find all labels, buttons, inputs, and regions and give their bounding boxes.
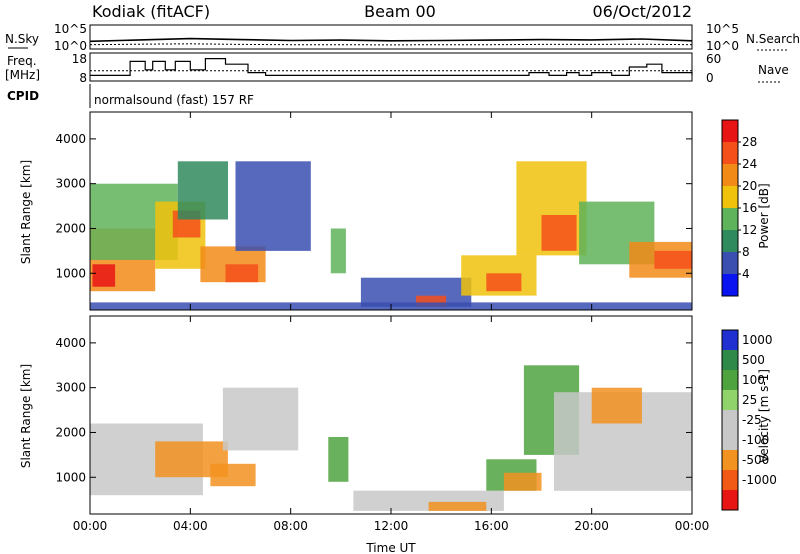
colorbar-tick-label: -1000 (742, 473, 777, 487)
colorbar-segment (722, 370, 738, 390)
heatmap-region (92, 264, 116, 287)
y-tick-label: 1000 (55, 470, 86, 484)
colorbar-tick-label: 12 (742, 223, 757, 237)
velocity-colorbar-label: Velocity [m s-1] (757, 369, 771, 463)
colorbar-segment (722, 330, 738, 350)
freq-tick-top: 18 (72, 52, 87, 66)
noise-panel: N.Sky 10^5 10^0 10^5 10^0 N.Search (5, 22, 800, 53)
heatmap-region (225, 264, 259, 283)
heatmap-region (330, 228, 346, 274)
colorbar-tick-label: 500 (742, 353, 765, 367)
heatmap-region (416, 295, 447, 307)
x-tick-label: 00:00 (675, 519, 710, 533)
station-title: Kodiak (fitACF) (92, 2, 210, 21)
heatmap-region (541, 215, 577, 251)
power-colorbar-label: Power [dB] (757, 183, 771, 248)
nave-label: Nave (758, 63, 789, 77)
colorbar-segment (722, 490, 738, 510)
colorbar-tick-label: 24 (742, 157, 757, 171)
x-tick-label: 20:00 (574, 519, 609, 533)
y-tick-label: 2000 (55, 221, 86, 235)
x-tick-label: 04:00 (173, 519, 208, 533)
velocity-colorbar: 1000 500 100 25 -25 -100 -500 -1000 Velocity [m… (721, 329, 777, 511)
colorbar-segment (722, 390, 738, 410)
nave-tick-bottom: 0 (706, 71, 714, 85)
heatmap-region (177, 161, 228, 220)
time-axis-label: Time UT (365, 541, 416, 554)
nsearch-series-line (89, 43, 693, 46)
x-tick-label: 00:00 (73, 519, 108, 533)
cpid-label: CPID (7, 89, 39, 103)
colorbar-tick-label: -100 (742, 433, 769, 447)
noise-tick-bottom-left: 10^0 (54, 39, 87, 53)
frequency-series-line (90, 57, 693, 77)
y-tick-label: 4000 (55, 336, 86, 350)
noise-tick-top-left: 10^5 (54, 22, 87, 36)
heatmap-region (210, 463, 256, 487)
colorbar-tick-label: 100 (742, 373, 765, 387)
colorbar-segment (722, 186, 738, 208)
colorbar-tick-label: -500 (742, 453, 769, 467)
freq-label-line1: Freq. (7, 54, 37, 68)
power-colorbar: 4 8 12 16 20 24 28 Power [dB] (721, 119, 771, 297)
y-tick-label: 1000 (55, 266, 86, 280)
colorbar-tick-label: -25 (742, 413, 762, 427)
colorbar-segment (722, 430, 738, 450)
colorbar-segment (722, 410, 738, 430)
heatmap-region (486, 273, 522, 292)
colorbar-tick-label: 28 (742, 135, 757, 149)
power-panel: 1000 2000 3000 4000 Slant Range [km] (19, 111, 693, 311)
beam-title: Beam 00 (364, 2, 436, 21)
colorbar-segment (722, 120, 738, 142)
colorbar-segment (722, 470, 738, 490)
heatmap-region (235, 161, 311, 251)
colorbar-tick-label: 1000 (742, 333, 773, 347)
power-ylabel: Slant Range [km] (19, 160, 33, 264)
colorbar-tick-label: 20 (742, 179, 757, 193)
nsky-label: N.Sky (5, 32, 39, 46)
colorbar-tick-label: 4 (742, 267, 750, 281)
colorbar-segment (722, 252, 738, 274)
nave-tick-top: 60 (706, 52, 721, 66)
heatmap-region (428, 501, 487, 511)
colorbar-segment (722, 230, 738, 252)
cpid-panel: CPID normalsound (fast) 157 RF (7, 84, 254, 108)
colorbar-tick-label: 16 (742, 201, 757, 215)
frequency-panel: Freq. [MHz] 18 8 60 0 Nave (5, 52, 789, 85)
freq-label-line2: [MHz] (5, 68, 40, 82)
date-title: 06/Oct/2012 (592, 2, 692, 21)
freq-tick-bottom: 8 (79, 71, 87, 85)
y-tick-label: 3000 (55, 381, 86, 395)
y-tick-label: 4000 (55, 132, 86, 146)
y-tick-label: 2000 (55, 425, 86, 439)
noise-tick-top-right: 10^5 (706, 22, 739, 36)
colorbar-segment (722, 164, 738, 186)
x-tick-label: 16:00 (474, 519, 509, 533)
heatmap-region (591, 387, 642, 424)
colorbar-tick-label: 8 (742, 245, 750, 259)
heatmap-region (222, 387, 299, 451)
velocity-ylabel: Slant Range [km] (19, 364, 33, 468)
x-tick-label: 12:00 (374, 519, 409, 533)
x-tick-label: 08:00 (273, 519, 308, 533)
heatmap-region (328, 437, 349, 482)
heatmap-region (503, 472, 542, 491)
noise-tick-bottom-right: 10^0 (706, 39, 739, 53)
colorbar-segment (722, 208, 738, 230)
heatmap-region (360, 277, 472, 307)
velocity-panel: 1000 2000 3000 4000 00:00 04:00 08:00 12:00 16:… (19, 315, 710, 554)
colorbar-segment (722, 142, 738, 164)
colorbar-segment (722, 450, 738, 470)
colorbar-segment (722, 350, 738, 370)
colorbar-tick-label: 25 (742, 393, 757, 407)
nsky-series-line (89, 37, 693, 43)
colorbar-segment (722, 274, 738, 296)
nsearch-label: N.Search (746, 32, 800, 46)
y-tick-label: 3000 (55, 177, 86, 191)
heatmap-region (654, 250, 692, 269)
cpid-text: normalsound (fast) 157 RF (94, 93, 254, 107)
